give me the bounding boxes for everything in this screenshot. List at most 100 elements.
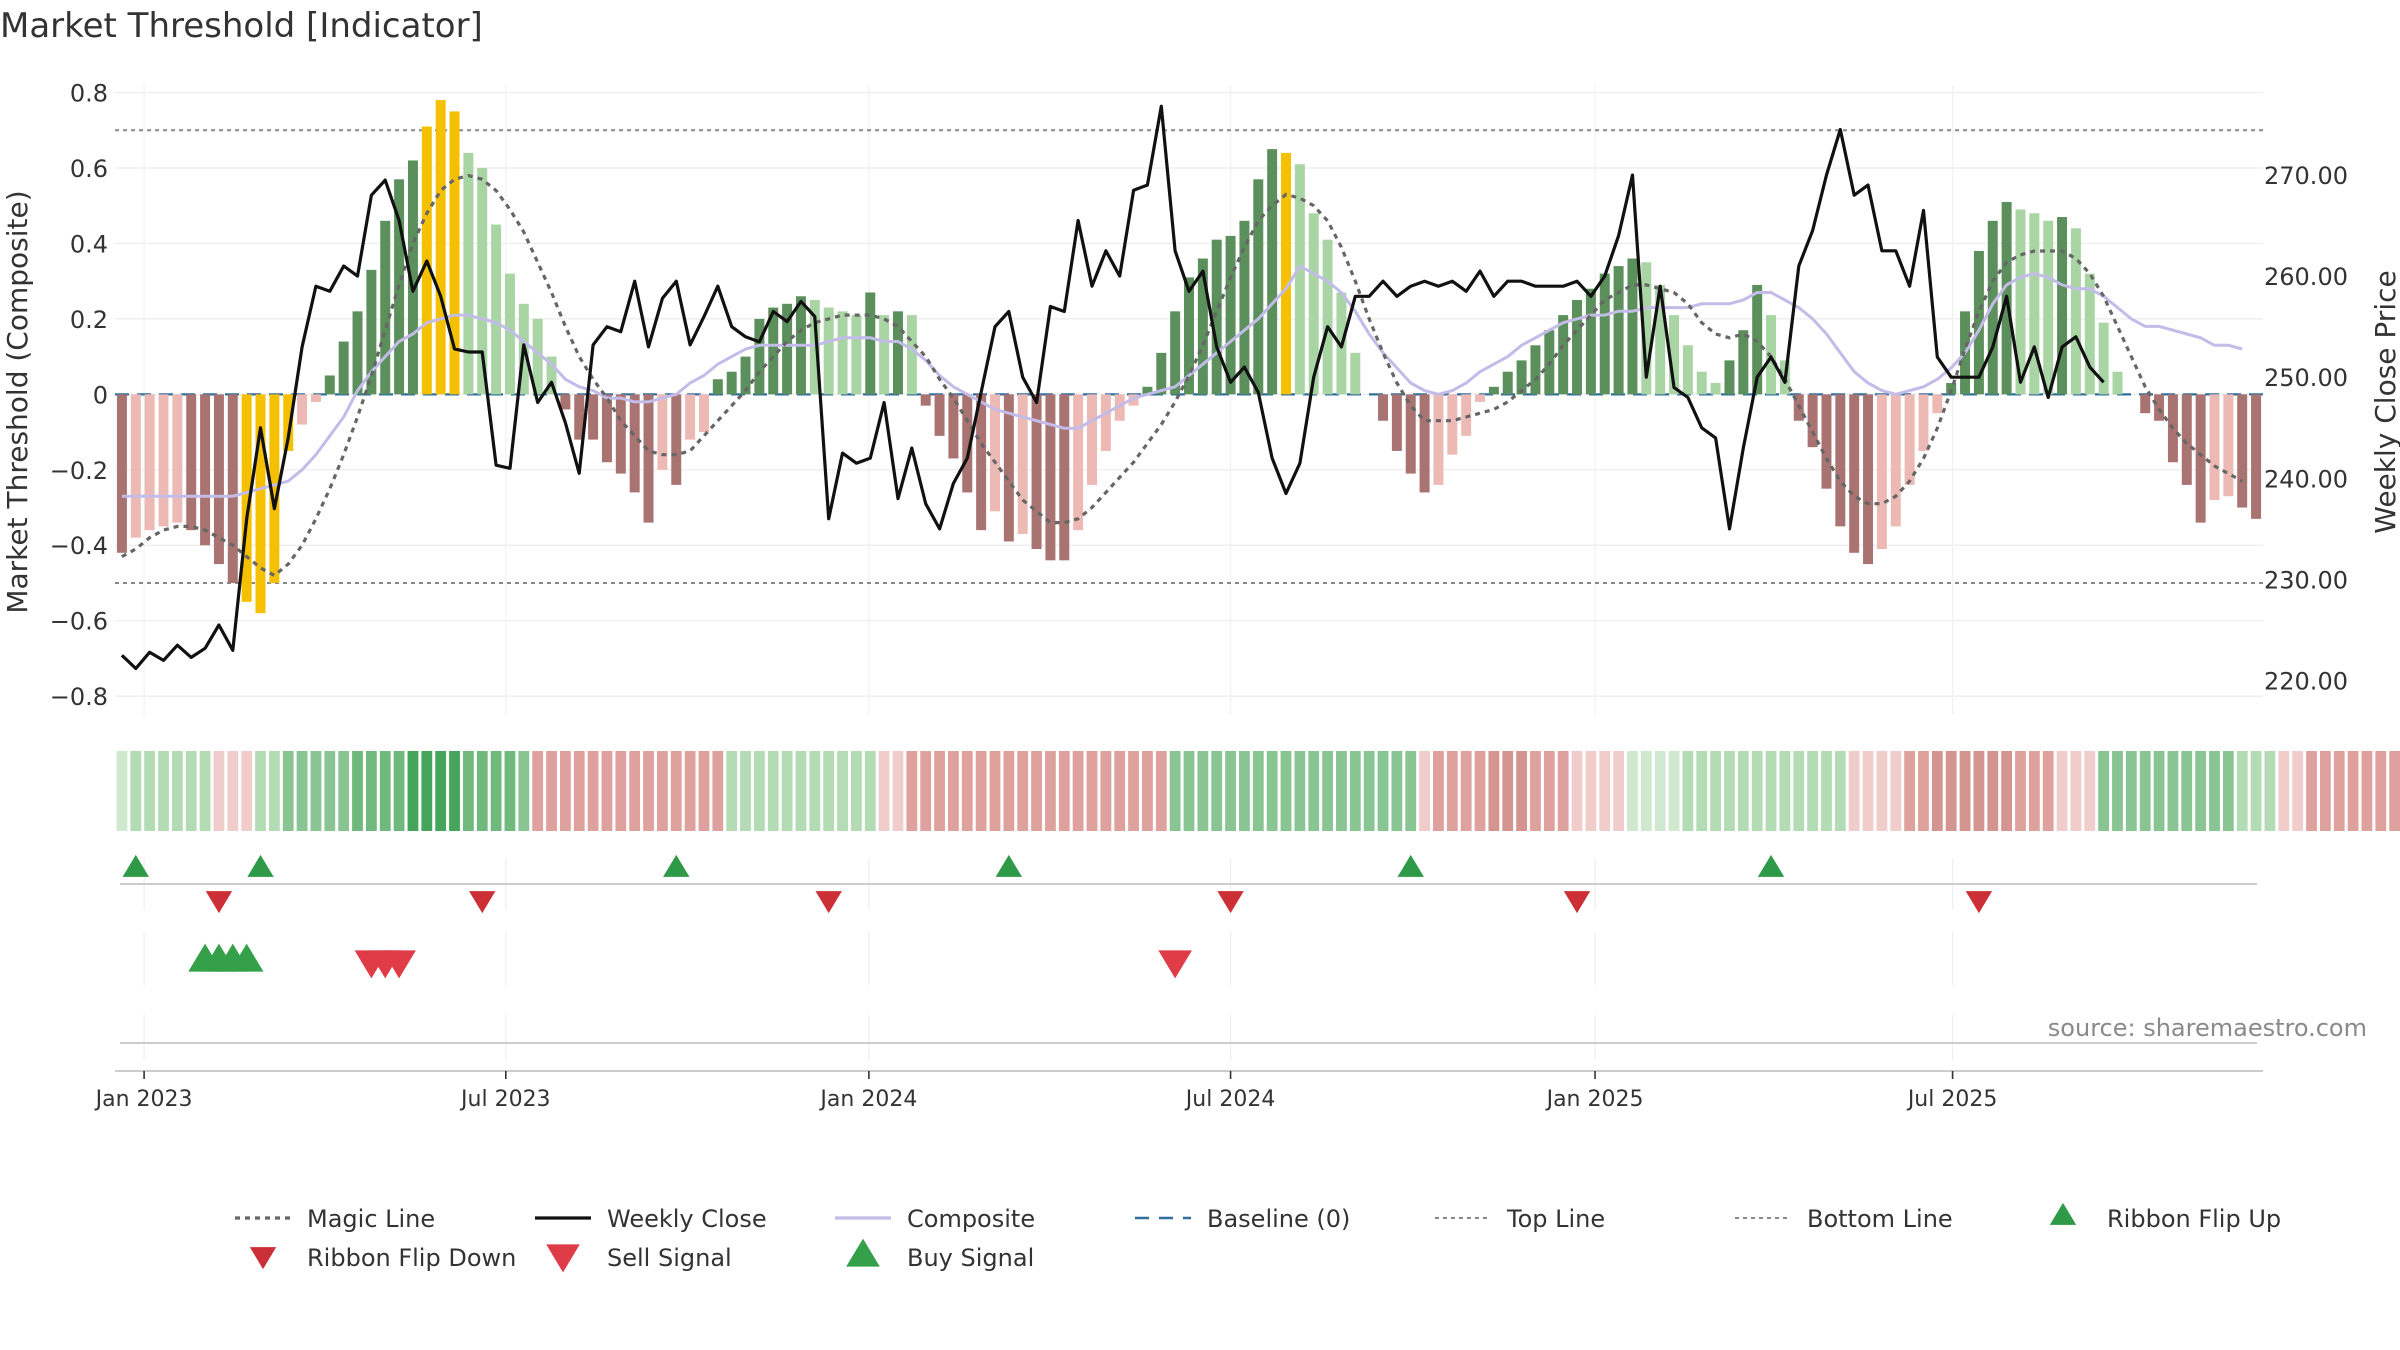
- ribbon-cell: [296, 751, 308, 831]
- composite-bar: [657, 394, 668, 470]
- composite-bar: [1073, 394, 1084, 531]
- x-tick-label: Jan 2023: [94, 1087, 193, 1112]
- ribbon-flip-up-marker: [995, 854, 1023, 877]
- composite-bar: [934, 394, 945, 436]
- ribbon-cell: [1793, 751, 1805, 831]
- composite-bar: [449, 111, 460, 395]
- ribbon-cell: [1599, 751, 1611, 831]
- composite-bar: [1419, 394, 1430, 493]
- ribbon-cell: [2153, 751, 2165, 831]
- ribbon-cell: [2264, 751, 2276, 831]
- ribbon-cell: [2319, 751, 2331, 831]
- composite-bar: [629, 394, 640, 493]
- ribbon-cell: [2333, 751, 2345, 831]
- ribbon-cell: [1640, 751, 1652, 831]
- ribbon-cell: [2167, 751, 2179, 831]
- ribbon-cell: [1446, 751, 1458, 831]
- ribbon-cell: [1058, 751, 1070, 831]
- ribbon-flip-down-marker: [205, 891, 233, 914]
- ribbon-cell: [158, 751, 169, 831]
- composite-bar: [491, 224, 502, 395]
- ribbon-cell: [1183, 751, 1195, 831]
- ribbon-cell: [1821, 751, 1832, 831]
- ribbon-cell: [1668, 751, 1680, 831]
- ribbon-cell: [2306, 751, 2317, 831]
- weekly-close-line: [120, 104, 2105, 671]
- ribbon-cell: [2112, 751, 2123, 831]
- composite-bar: [2098, 322, 2109, 395]
- composite-bar: [407, 160, 418, 395]
- composite-bar: [1128, 394, 1139, 406]
- legend-label: Bottom Line: [1807, 1205, 1953, 1233]
- legend-label: Weekly Close: [607, 1205, 767, 1233]
- ribbon-cell: [934, 751, 945, 831]
- ribbon-cell: [1654, 751, 1666, 831]
- composite-bar: [1641, 262, 1652, 395]
- ribbon-cell: [476, 751, 488, 831]
- composite-bar: [130, 394, 141, 538]
- composite-bar: [685, 394, 696, 440]
- composite-bar: [2112, 371, 2123, 395]
- ribbon-cell: [241, 751, 253, 831]
- composite-bar: [477, 167, 488, 395]
- legend-swatch-flip-down: [249, 1247, 277, 1270]
- ribbon-cell: [1003, 751, 1015, 831]
- ribbon-flip-up-marker: [247, 854, 274, 877]
- ribbon-cell: [268, 751, 280, 831]
- composite-bar: [2181, 394, 2192, 485]
- sell-signal-marker: [1158, 950, 1192, 979]
- composite-bar: [851, 315, 862, 395]
- ribbon-cell: [837, 751, 848, 831]
- composite-bar: [1669, 315, 1680, 395]
- right-tick-label: 270.00: [2264, 162, 2348, 190]
- ribbon-cell: [1128, 751, 1139, 831]
- composite-bar: [1987, 220, 1998, 395]
- composite-bar: [1973, 250, 1984, 395]
- ribbon-cell: [1142, 751, 1153, 831]
- composite-bar: [1572, 300, 1583, 395]
- ribbon-flip-up-marker: [663, 854, 690, 877]
- composite-bar: [2015, 209, 2026, 395]
- ribbon-cell: [2015, 751, 2026, 831]
- composite-bar: [740, 356, 751, 395]
- ribbon-cell: [407, 751, 419, 831]
- left-tick-label: 0.8: [70, 80, 108, 108]
- ribbon-flip-down-marker: [1217, 891, 1244, 914]
- x-tick-label: Jul 2025: [1906, 1087, 1998, 1112]
- composite-bar: [1391, 394, 1402, 451]
- legend-label: Composite: [907, 1205, 1035, 1233]
- composite-line: [121, 264, 2243, 498]
- composite-bar: [1738, 330, 1749, 395]
- ribbon-cell: [490, 751, 502, 831]
- ribbon-cell: [1682, 751, 1694, 831]
- composite-bar: [1696, 371, 1707, 395]
- ribbon-cell: [2222, 751, 2234, 831]
- legend-label: Magic Line: [307, 1205, 435, 1233]
- composite-bars: [116, 100, 2262, 614]
- ribbon-cell: [864, 751, 876, 831]
- ribbon-flip-up-marker: [1757, 854, 1785, 877]
- ribbon-cell: [310, 751, 322, 831]
- composite-bar: [1876, 394, 1887, 550]
- composite-bar: [255, 394, 266, 614]
- ribbon-cell: [1710, 751, 1722, 831]
- ribbon-cell: [1100, 751, 1112, 831]
- composite-bar: [283, 394, 294, 451]
- ribbon-cell: [130, 751, 142, 831]
- left-tick-label: 0.4: [70, 230, 108, 258]
- composite-bar: [2043, 220, 2054, 395]
- ribbon-cell: [1086, 751, 1098, 831]
- ribbon-cell: [2084, 751, 2096, 831]
- left-tick-label: 0.2: [70, 306, 108, 334]
- composite-bar: [1308, 213, 1319, 395]
- ribbon-cell: [546, 751, 557, 831]
- ribbon-cell: [948, 751, 959, 831]
- ribbon-cell: [255, 751, 266, 831]
- ribbon-cell: [2139, 751, 2151, 831]
- composite-bar: [1433, 394, 1444, 485]
- ribbon-cell: [1779, 751, 1791, 831]
- composite-bar: [906, 315, 917, 395]
- composite-bar: [1558, 315, 1569, 395]
- left-tick-label: 0.6: [70, 155, 108, 183]
- composite-bar: [269, 394, 280, 583]
